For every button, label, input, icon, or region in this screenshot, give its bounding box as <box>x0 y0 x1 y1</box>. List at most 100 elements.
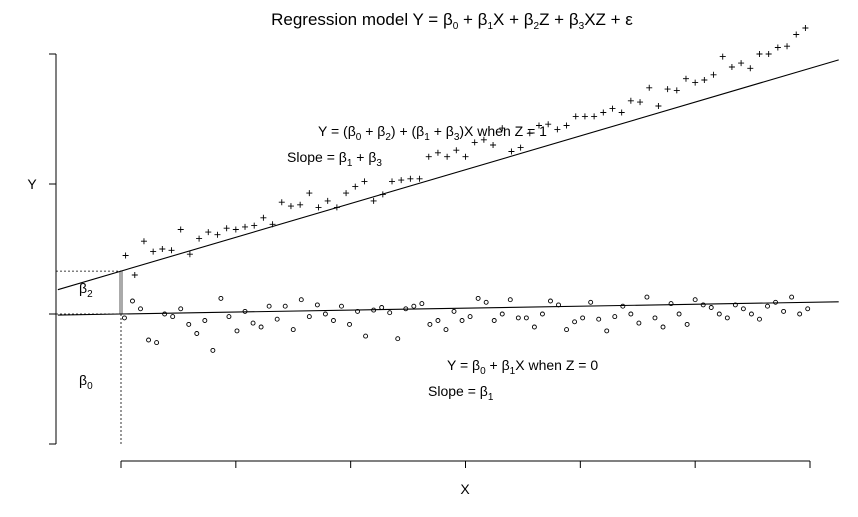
point-z1 <box>545 121 552 128</box>
point-z1 <box>122 252 129 259</box>
point-z1 <box>471 139 478 146</box>
point-z1 <box>784 43 791 50</box>
point-z1 <box>618 109 625 116</box>
point-z1 <box>186 251 193 258</box>
series-z1-points <box>122 25 809 278</box>
point-z0 <box>475 295 481 301</box>
point-z1 <box>710 71 717 78</box>
point-z1 <box>535 122 542 129</box>
x-axis-label: X <box>460 481 470 497</box>
point-z0 <box>692 297 698 303</box>
point-z0 <box>266 303 272 309</box>
point-z1 <box>682 75 689 82</box>
point-z0 <box>435 318 441 323</box>
point-z1 <box>793 31 800 38</box>
point-z1 <box>251 222 258 229</box>
point-z0 <box>459 318 465 323</box>
point-z0 <box>138 306 143 312</box>
point-z0 <box>797 311 803 317</box>
annotation-z1-slope: Slope = β1 + β3 <box>287 149 382 169</box>
point-z0 <box>636 320 642 326</box>
point-z0 <box>210 347 216 353</box>
point-z0 <box>588 299 594 305</box>
point-z0 <box>258 324 264 330</box>
point-z0 <box>652 315 658 321</box>
point-z1 <box>343 190 350 197</box>
point-z0 <box>483 299 489 305</box>
beta2-label: β2 <box>79 280 93 300</box>
point-z0 <box>572 319 578 325</box>
point-z1 <box>627 97 634 104</box>
annotation-z1-equation: Y = (β0 + β2) + (β1 + β3)X when Z = 1 <box>318 123 547 143</box>
point-z0 <box>805 306 811 312</box>
point-z1 <box>802 25 809 31</box>
point-z1 <box>205 229 212 236</box>
point-z0 <box>371 307 377 313</box>
point-z1 <box>444 153 451 160</box>
point-z1 <box>526 130 533 137</box>
point-z0 <box>556 302 561 308</box>
point-z0 <box>162 311 168 317</box>
point-z0 <box>757 316 762 322</box>
point-z1 <box>242 223 249 230</box>
point-z0 <box>765 303 770 309</box>
point-z0 <box>411 303 417 309</box>
point-z0 <box>202 318 208 323</box>
point-z1 <box>315 204 322 211</box>
point-z0 <box>170 314 176 320</box>
point-z1 <box>738 60 745 67</box>
point-z0 <box>379 305 385 310</box>
point-z1 <box>719 53 726 60</box>
point-z0 <box>363 333 369 339</box>
point-z0 <box>154 340 160 346</box>
point-z0 <box>314 302 320 308</box>
y-axis <box>49 53 57 445</box>
point-z0 <box>580 315 586 321</box>
point-z0 <box>306 314 312 320</box>
point-z0 <box>290 327 296 333</box>
point-z0 <box>789 294 795 300</box>
point-z1 <box>232 226 239 233</box>
point-z1 <box>774 44 781 51</box>
point-z1 <box>609 105 616 112</box>
point-z0 <box>451 308 457 314</box>
point-z0 <box>740 306 746 312</box>
point-z0 <box>146 337 152 343</box>
point-z1 <box>563 122 570 129</box>
x-axis <box>120 460 811 468</box>
point-z1 <box>701 77 708 83</box>
point-z1 <box>480 136 487 143</box>
point-z1 <box>361 178 368 185</box>
point-z1 <box>462 153 469 160</box>
point-z0 <box>218 295 224 301</box>
point-z0 <box>339 303 344 309</box>
point-z1 <box>297 201 304 208</box>
point-z0 <box>604 328 610 334</box>
point-z1 <box>591 113 598 120</box>
point-z0 <box>539 311 545 317</box>
point-z1 <box>333 204 340 211</box>
point-z0 <box>644 294 650 300</box>
point-z0 <box>724 315 730 321</box>
point-z1 <box>756 51 763 57</box>
point-z1 <box>646 84 653 91</box>
point-z0 <box>507 297 513 303</box>
point-z0 <box>531 324 537 330</box>
point-z0 <box>523 315 529 321</box>
point-z1 <box>287 203 294 210</box>
point-z1 <box>196 235 203 242</box>
point-z0 <box>242 308 248 314</box>
point-z1 <box>747 65 754 72</box>
point-z0 <box>387 310 393 316</box>
point-z1 <box>692 79 699 86</box>
point-z0 <box>443 327 449 333</box>
point-z1 <box>407 175 414 182</box>
point-z0 <box>716 311 722 317</box>
point-z1 <box>637 99 644 106</box>
fit-line-z1 <box>57 59 839 291</box>
fitted-lines <box>57 59 839 316</box>
point-z1 <box>352 183 359 190</box>
point-z0 <box>130 298 135 304</box>
point-z1 <box>159 246 166 252</box>
